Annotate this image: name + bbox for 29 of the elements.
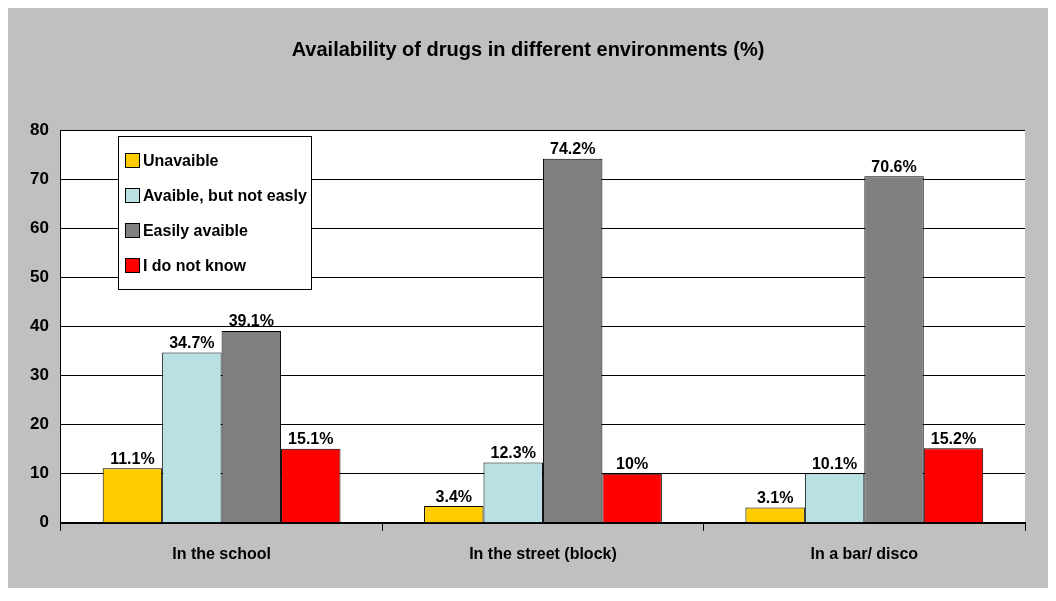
- y-tick-label: 0: [39, 512, 49, 532]
- data-label: 12.3%: [490, 443, 536, 461]
- data-label: 15.2%: [930, 429, 977, 447]
- data-label: 3.4%: [435, 487, 473, 505]
- y-tick-label: 10: [29, 463, 49, 483]
- legend-label: Avaible, but not easly: [141, 185, 307, 206]
- x-tick-label: In a bar/ disco: [810, 544, 919, 562]
- y-tick-label: 80: [29, 119, 49, 139]
- data-label: 34.7%: [169, 333, 215, 351]
- y-tick-label: 50: [29, 267, 49, 287]
- chart-title: Availability of drugs in different environments (%): [290, 38, 766, 61]
- legend-label: Easily avaible: [141, 220, 249, 241]
- y-tick-label: 70: [29, 168, 49, 188]
- legend-label: I do not know: [141, 255, 247, 276]
- y-tick-label: 40: [29, 316, 49, 336]
- data-label: 74.2%: [549, 140, 596, 158]
- x-tick-label: In the street (block): [469, 544, 617, 562]
- data-label: 10%: [616, 455, 649, 473]
- data-label: 3.1%: [756, 488, 794, 506]
- y-tick-label: 20: [29, 414, 49, 434]
- data-label: 11.1%: [110, 449, 155, 467]
- x-tick-label: In the school: [172, 544, 271, 562]
- data-label: 39.1%: [228, 312, 274, 330]
- y-tick-label: 30: [29, 365, 49, 385]
- legend-label: Unavaible: [141, 150, 220, 171]
- data-label: 10.1%: [811, 454, 858, 472]
- y-tick-label: 60: [29, 218, 49, 238]
- data-label: 15.1%: [288, 430, 334, 448]
- data-label: 70.6%: [871, 157, 917, 175]
